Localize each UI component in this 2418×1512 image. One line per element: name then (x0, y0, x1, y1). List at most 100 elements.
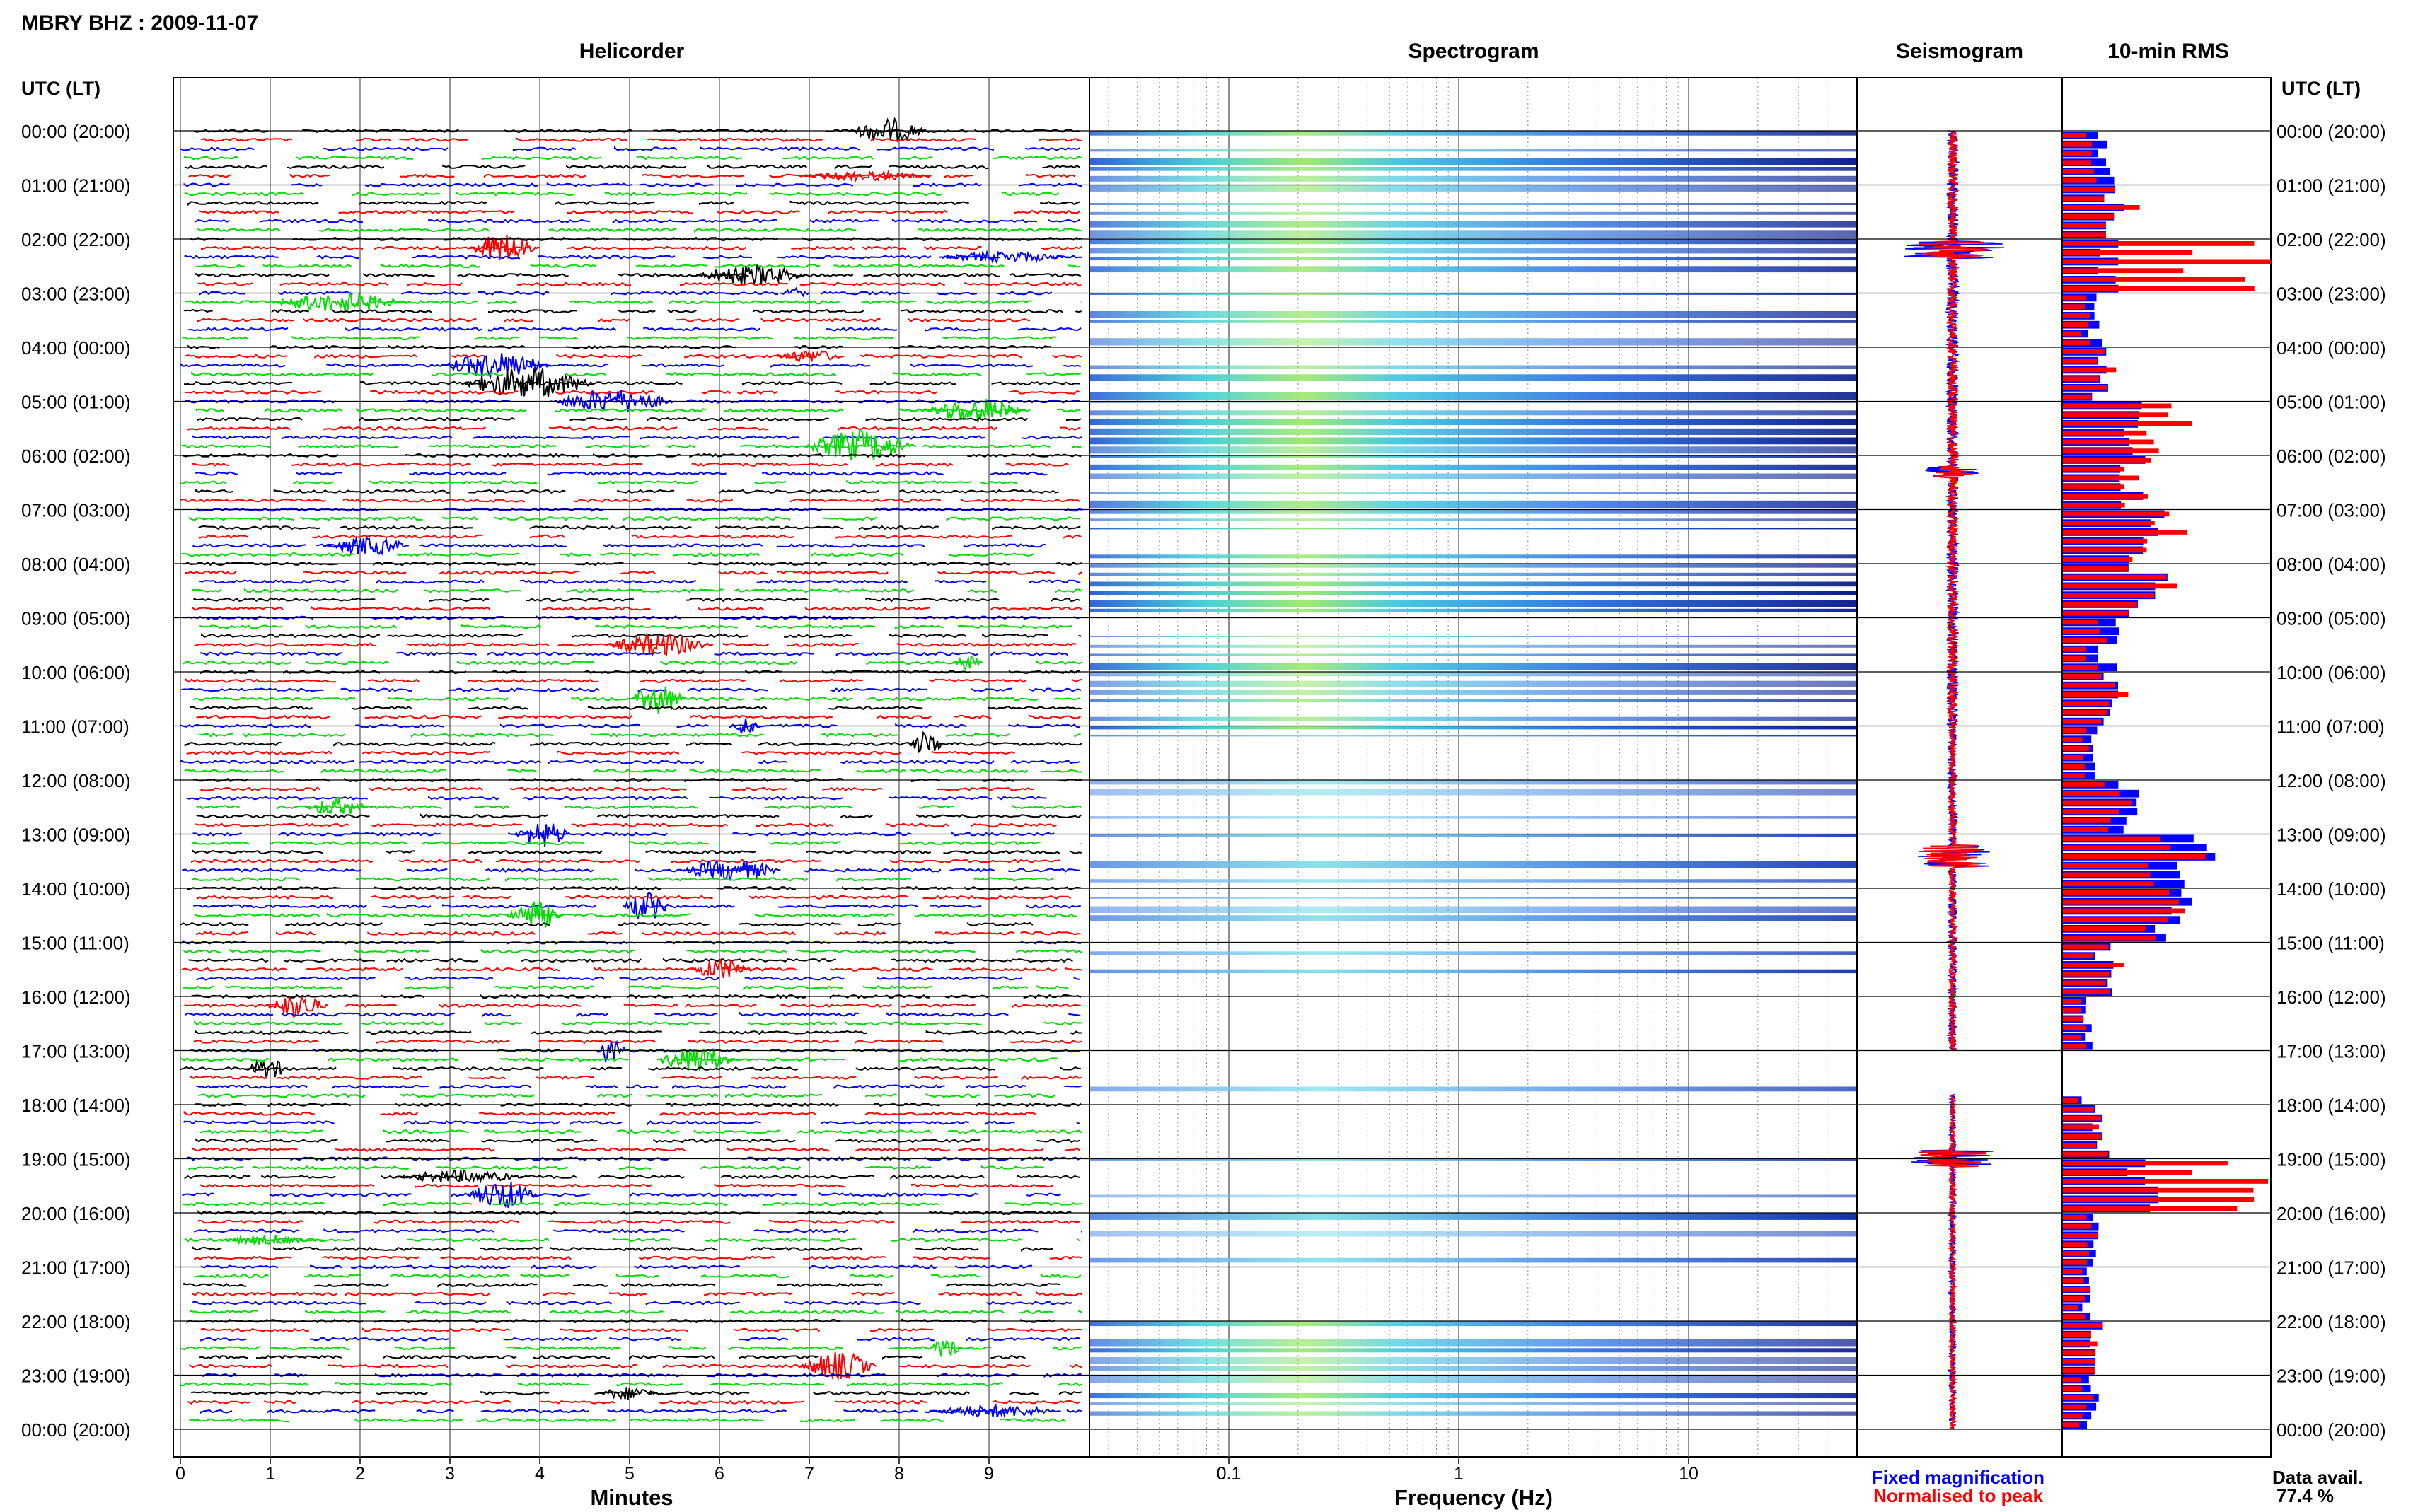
rms-bar-normalised (2063, 574, 2167, 580)
helicorder-trace-line (191, 876, 1054, 883)
helicorder-trace-line (192, 1301, 1072, 1305)
helicorder-trace-line (188, 173, 1076, 179)
helicorder-trace-line (191, 1390, 1083, 1396)
helicorder-event (395, 1169, 526, 1184)
rms-bar-normalised (2063, 313, 2090, 318)
spectrogram-band (1090, 293, 1856, 295)
helicorder-event (696, 264, 807, 286)
spectrogram-band (1090, 374, 1856, 381)
rms-bar-normalised (2063, 439, 2154, 445)
hour-label-right: 20:00 (16:00) (2277, 1203, 2386, 1224)
spectrogram-band (1090, 834, 1856, 837)
hour-label-right: 21:00 (17:00) (2277, 1257, 2386, 1279)
hour-label-left: 00:00 (20:00) (21, 1419, 131, 1441)
rms-bar-normalised (2063, 1043, 2087, 1049)
freq-tick-label: 1 (1454, 1464, 1464, 1484)
hour-label-left: 05:00 (01:00) (21, 392, 131, 413)
rms-bar-normalised (2063, 1413, 2083, 1419)
rms-bar-normalised (2063, 755, 2084, 760)
rms-bar-normalised (2063, 854, 2206, 859)
spectrogram-band (1090, 572, 1856, 576)
helicorder-trace-line (195, 272, 1082, 278)
hour-label-left: 23:00 (19:00) (21, 1366, 131, 1387)
rms-bar-normalised (2063, 1115, 2102, 1121)
helicorder-trace-line (186, 796, 1047, 801)
helicorder-trace-line (192, 1147, 1080, 1153)
helicorder-trace-line (195, 822, 1057, 827)
helicorder-trace-line (184, 1237, 1081, 1243)
minute-tick-label: 9 (984, 1464, 994, 1484)
rms-bar-normalised (2063, 484, 2124, 490)
helicorder-trace-line (192, 841, 1082, 846)
hour-label-right: 12:00 (08:00) (2277, 770, 2386, 791)
time-axis-label-right: UTC (LT) (2281, 78, 2361, 99)
helicorder-trace-line (184, 1003, 1081, 1008)
rms-bar-normalised (2063, 1395, 2094, 1400)
rms-bar-normalised (2063, 899, 2180, 905)
rms-bar-normalised (2063, 836, 2161, 842)
helicorder-trace-line (184, 163, 1081, 170)
spectrogram-band (1090, 464, 1856, 470)
rms-bar-normalised (2063, 160, 2091, 165)
spectrogram-band (1090, 149, 1856, 152)
hour-label-left: 22:00 (18:00) (21, 1311, 131, 1332)
rms-bar-normalised (2063, 737, 2083, 743)
spectrogram-band (1090, 653, 1856, 656)
helicorder-trace-line (197, 317, 1031, 323)
rms-bar-normalised (2063, 494, 2148, 499)
spectrogram-band (1090, 1339, 1856, 1347)
helicorder-trace-line (200, 786, 1034, 792)
rms-bar-normalised (2063, 620, 2098, 625)
spectrogram-band (1090, 230, 1856, 238)
seismogram-frame (1856, 77, 2063, 1458)
helicorder-trace-line (194, 1273, 1082, 1279)
legend-normalised: Normalised to peak (1873, 1485, 2043, 1506)
spectrogram-frame (1089, 77, 1858, 1458)
helicorder-trace-line (183, 985, 1069, 991)
spectrogram-band (1090, 789, 1856, 796)
seismogram-trace (1904, 130, 2004, 1429)
spectrogram-band (1090, 1402, 1856, 1405)
rms-bar-normalised (2063, 1242, 2088, 1248)
rms-bar-normalised (2063, 963, 2124, 967)
helicorder-event (326, 535, 410, 556)
rms-bar-normalised (2063, 187, 2115, 192)
rms-bar-normalised (2063, 376, 2099, 382)
spectrogram-band (1090, 554, 1856, 559)
helicorder-trace-line (185, 299, 1082, 305)
spectrogram-band (1090, 158, 1856, 165)
rms-title: 10-min RMS (2107, 40, 2229, 63)
spectrogram-band (1090, 644, 1856, 648)
spectrogram-band (1090, 1158, 1856, 1161)
hour-label-right: 17:00 (13:00) (2277, 1041, 2386, 1062)
hour-label-left: 14:00 (10:00) (21, 878, 131, 900)
helicorder-trace-line (199, 579, 1081, 585)
rms-bar-normalised (2063, 1314, 2086, 1320)
helicorder-trace-line (198, 525, 1081, 530)
helicorder-trace-line (182, 335, 1057, 341)
rms-bar-normalised (2063, 566, 2128, 571)
helicorder-trace-line (196, 976, 1080, 981)
rms-bar-normalised (2063, 268, 2184, 274)
hour-label-right: 19:00 (15:00) (2277, 1149, 2386, 1170)
rms-bar-normalised (2063, 746, 2089, 751)
hour-label-left: 04:00 (00:00) (21, 337, 131, 359)
hour-label-right: 15:00 (11:00) (2277, 933, 2385, 954)
minute-tick-label: 4 (535, 1464, 545, 1484)
rms-bar-normalised (2063, 674, 2102, 679)
rms-bar-normalised (2063, 475, 2139, 481)
rms-bar-normalised (2063, 1143, 2097, 1148)
helicorder-trace-line (192, 849, 1082, 855)
spectrogram-band (1090, 266, 1856, 273)
helicorder-trace-line (185, 678, 1082, 683)
spectrogram-band (1090, 716, 1856, 721)
rms-bar-normalised (2063, 701, 2110, 706)
hour-label-left: 15:00 (11:00) (21, 933, 129, 954)
rms-bar-normalised (2063, 295, 2087, 301)
spectrogram-band (1090, 690, 1856, 695)
helicorder-trace-line (188, 958, 1073, 963)
rms-bar-normalised (2063, 538, 2148, 544)
rms-bar-normalised (2063, 728, 2087, 733)
hour-label-left: 03:00 (23:00) (21, 284, 131, 305)
